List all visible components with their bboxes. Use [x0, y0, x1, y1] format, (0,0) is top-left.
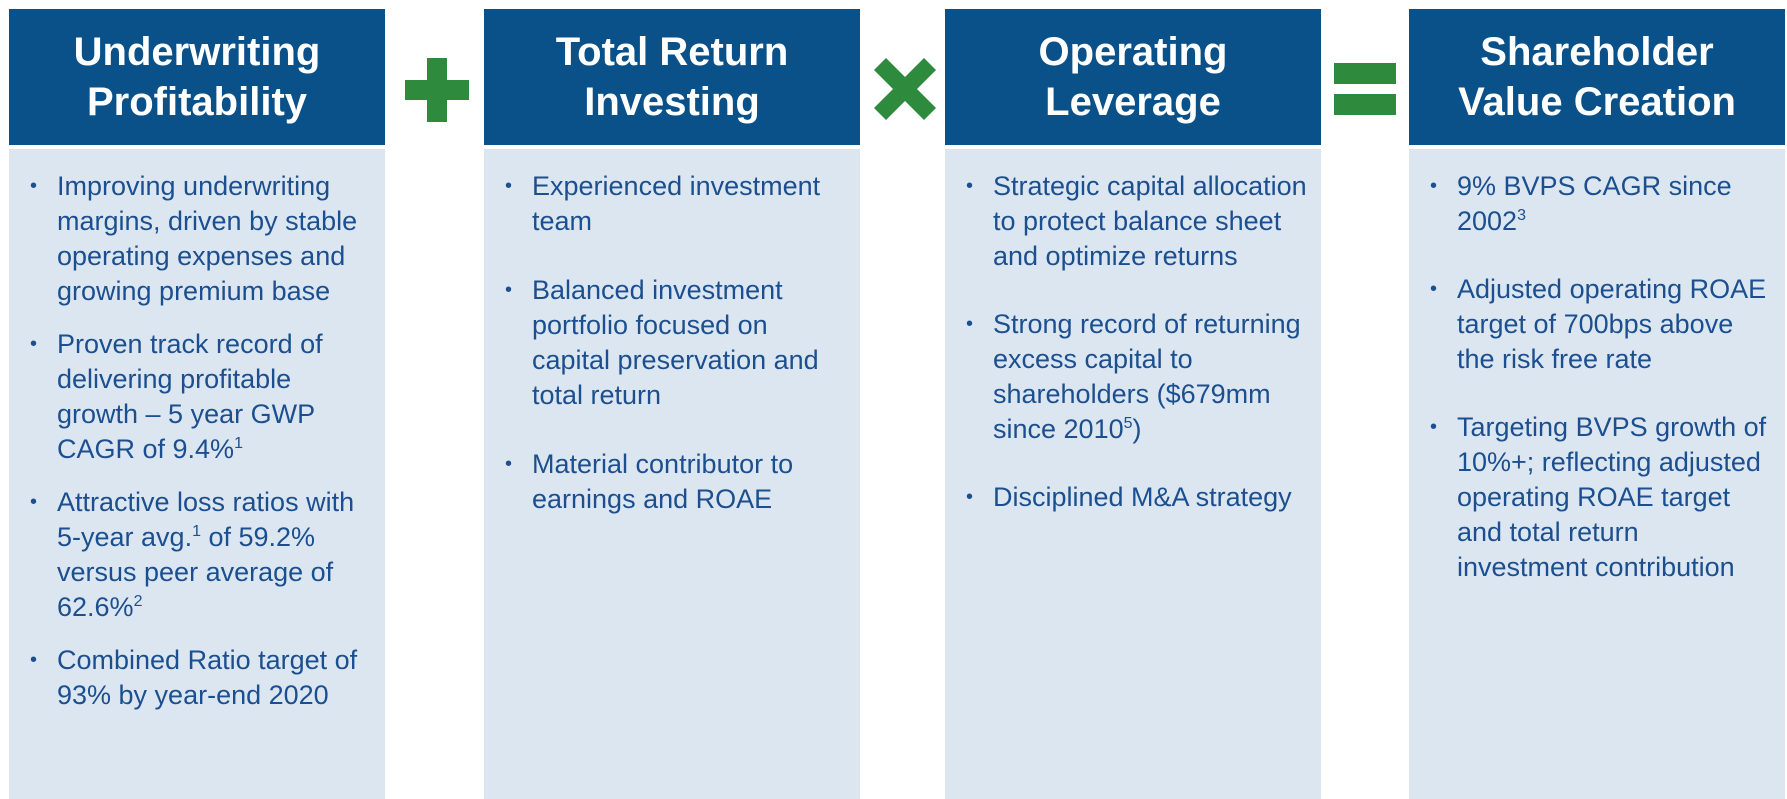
column: Operating Leverage Strategic capital alloc…	[945, 9, 1321, 799]
header-line: Investing	[584, 80, 760, 124]
bullet-item: Experienced investment team	[505, 169, 850, 239]
footnote-ref: 5	[1123, 415, 1133, 432]
bullet-item: Strong record of returning excess capita…	[966, 307, 1311, 447]
bullet-text: Adjusted operating ROAE target of 700bps…	[1457, 274, 1767, 374]
bullet-item: Adjusted operating ROAE target of 700bps…	[1430, 272, 1775, 377]
multiply-icon	[874, 58, 936, 120]
bullet-text: Combined Ratio target of 93% by year-end…	[57, 645, 358, 710]
bullet-text: Material contributor to earnings and ROA…	[532, 449, 794, 514]
header-line: Value Creation	[1458, 80, 1736, 124]
bullet-item: Improving underwriting margins, driven b…	[30, 169, 375, 309]
footnote-ref: 3	[1517, 207, 1526, 224]
header-line: Profitability	[86, 80, 308, 124]
footnote-ref: 2	[133, 593, 143, 610]
column-header: Operating Leverage	[945, 9, 1321, 145]
bullet-item: Disciplined M&A strategy	[966, 480, 1311, 515]
column: Shareholder Value Creation 9% BVPS CAGR si…	[1409, 9, 1785, 799]
column-header: Shareholder Value Creation	[1409, 9, 1785, 145]
header-line: Leverage	[1045, 80, 1221, 124]
bullet-item: 9% BVPS CAGR since 20023	[1430, 169, 1775, 239]
bullet-text: Disciplined M&A strategy	[993, 482, 1292, 512]
bullet-text: Targeting BVPS growth of 10%+; reflectin…	[1457, 412, 1767, 582]
bullet-text: of 59.2% versus peer average of 62.6%	[57, 522, 334, 622]
column-header: Underwriting Profitability	[9, 9, 385, 145]
header-line: Operating	[1038, 30, 1228, 74]
column: Total Return Investing Experienced investm…	[484, 9, 860, 799]
bullet-item: Targeting BVPS growth of 10%+; reflectin…	[1430, 410, 1775, 585]
column-header: Total Return Investing	[484, 9, 860, 145]
column-body: 9% BVPS CAGR since 20023 Adjusted operati…	[1409, 149, 1785, 799]
bullet-item: Proven track record of delivering profit…	[30, 327, 375, 467]
bullet-text: Strong record of returning excess capita…	[993, 309, 1301, 444]
footnote-ref: 1	[234, 435, 243, 452]
footnote-ref: 1	[192, 523, 201, 540]
bullet-item: Combined Ratio target of 93% by year-end…	[30, 643, 375, 713]
header-line: Total Return	[555, 30, 789, 74]
bullet-list: Experienced investment team Balanced inve…	[484, 169, 850, 517]
bullet-item: Balanced investment portfolio focused on…	[505, 273, 850, 413]
bullet-text: 9% BVPS CAGR since 2002	[1457, 171, 1732, 236]
bullet-item: Strategic capital allocation to protect …	[966, 169, 1311, 274]
bullet-item: Attractive loss ratios with 5-year avg.1…	[30, 485, 375, 625]
bullet-text: Strategic capital allocation to protect …	[993, 171, 1307, 271]
bullet-text: Attractive loss ratios with 5-year avg.	[57, 487, 355, 552]
column-body: Experienced investment team Balanced inve…	[484, 149, 860, 799]
bullet-text: Experienced investment team	[532, 171, 821, 236]
header-line: Underwriting	[73, 30, 321, 74]
bullet-list: Improving underwriting margins, driven b…	[9, 169, 375, 713]
bullet-text: Proven track record of delivering profit…	[57, 329, 323, 464]
bullet-list: Strategic capital allocation to protect …	[945, 169, 1311, 515]
header-line: Shareholder	[1480, 30, 1714, 74]
column-body: Improving underwriting margins, driven b…	[9, 149, 385, 799]
column: Underwriting Profitability Improving under…	[9, 9, 385, 799]
bullet-text: )	[1132, 414, 1142, 444]
column-body: Strategic capital allocation to protect …	[945, 149, 1321, 799]
plus-icon	[405, 58, 469, 122]
equals-icon	[1334, 63, 1396, 115]
bullet-item: Material contributor to earnings and ROA…	[505, 447, 850, 517]
bullet-text: Improving underwriting margins, driven b…	[57, 171, 358, 306]
bullet-list: 9% BVPS CAGR since 20023 Adjusted operati…	[1409, 169, 1775, 585]
bullet-text: Balanced investment portfolio focused on…	[532, 275, 819, 410]
